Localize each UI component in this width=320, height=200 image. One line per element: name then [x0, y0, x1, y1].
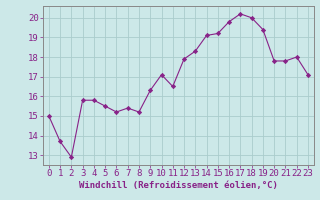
- X-axis label: Windchill (Refroidissement éolien,°C): Windchill (Refroidissement éolien,°C): [79, 181, 278, 190]
